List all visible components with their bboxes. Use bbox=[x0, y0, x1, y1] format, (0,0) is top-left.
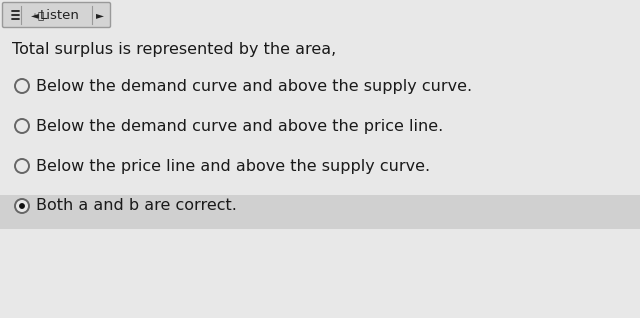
Circle shape bbox=[15, 119, 29, 133]
Circle shape bbox=[15, 159, 29, 173]
Text: ►: ► bbox=[96, 10, 104, 20]
Text: Listen: Listen bbox=[40, 9, 79, 22]
Text: Below the demand curve and above the supply curve.: Below the demand curve and above the sup… bbox=[36, 79, 472, 93]
Circle shape bbox=[15, 79, 29, 93]
Circle shape bbox=[15, 199, 29, 213]
FancyBboxPatch shape bbox=[0, 195, 640, 229]
Circle shape bbox=[19, 203, 25, 209]
Text: Below the price line and above the supply curve.: Below the price line and above the suppl… bbox=[36, 158, 430, 174]
FancyBboxPatch shape bbox=[3, 3, 111, 27]
Text: Both a and b are correct.: Both a and b are correct. bbox=[36, 198, 237, 213]
Text: Total surplus is represented by the area,: Total surplus is represented by the area… bbox=[12, 42, 336, 57]
Text: ◄⧗: ◄⧗ bbox=[31, 10, 45, 20]
Text: Below the demand curve and above the price line.: Below the demand curve and above the pri… bbox=[36, 119, 444, 134]
